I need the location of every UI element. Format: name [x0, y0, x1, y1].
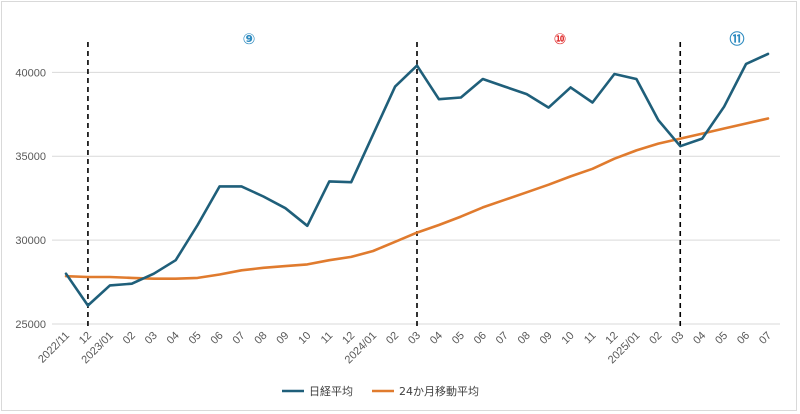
x-tick-label: 06	[209, 330, 226, 347]
legend-label: 24か月移動平均	[399, 384, 479, 398]
x-tick-label: 07	[757, 330, 774, 347]
x-tick-label: 04	[691, 330, 708, 347]
x-tick-label: 03	[143, 330, 160, 347]
phase-label: ⑨	[243, 30, 256, 48]
x-tick-label: 05	[713, 330, 730, 347]
y-tick-label: 40000	[15, 67, 46, 79]
x-tick-label: 09	[538, 330, 555, 347]
x-tick-label: 06	[735, 330, 752, 347]
x-tick-label: 09	[274, 330, 291, 347]
x-tick-label: 02	[384, 330, 401, 347]
x-tick-label: 03	[669, 330, 686, 347]
gridlines	[52, 71, 780, 325]
y-tick-label: 35000	[15, 151, 46, 163]
x-tick-label: 12	[340, 330, 357, 347]
x-tick-label: 03	[406, 330, 423, 347]
phase-dividers	[87, 42, 682, 326]
legend-item: 日経平均	[282, 385, 353, 398]
x-tick-label: 04	[165, 330, 182, 347]
y-tick-label: 30000	[15, 235, 46, 247]
legend: 日経平均 24か月移動平均	[282, 384, 479, 398]
x-tick-label: 05	[187, 330, 204, 347]
series-line-moving-average	[64, 117, 770, 281]
x-tick-label: 11	[582, 330, 599, 347]
x-tick-label: 06	[472, 330, 489, 347]
series-lines	[64, 52, 770, 307]
phase-label: ⑩	[554, 30, 567, 48]
x-tick-label: 10	[560, 330, 577, 347]
x-tick-label: 07	[230, 330, 247, 347]
y-axis-ticks: 25000 30000 35000 40000	[15, 67, 46, 331]
x-tick-label: 05	[450, 330, 467, 347]
phase-label: ⑪	[729, 30, 744, 48]
x-tick-label: 10	[296, 330, 313, 347]
x-tick-label: 08	[252, 330, 269, 347]
phase-labels: ⑨ ⑩ ⑪	[243, 30, 745, 48]
legend-label: 日経平均	[309, 385, 353, 398]
x-tick-label: 12	[603, 330, 620, 347]
x-tick-label: 02	[121, 330, 138, 347]
legend-item: 24か月移動平均	[372, 384, 479, 398]
x-tick-label: 2022/11	[36, 330, 72, 366]
series-line-nikkei	[64, 52, 770, 307]
x-tick-label: 04	[428, 330, 445, 347]
x-tick-label: 08	[516, 330, 533, 347]
x-tick-label: 11	[319, 330, 336, 347]
y-tick-label: 25000	[15, 319, 46, 331]
x-tick-label: 07	[494, 330, 511, 347]
x-tick-label: 12	[77, 330, 94, 347]
x-tick-label: 02	[647, 330, 664, 347]
